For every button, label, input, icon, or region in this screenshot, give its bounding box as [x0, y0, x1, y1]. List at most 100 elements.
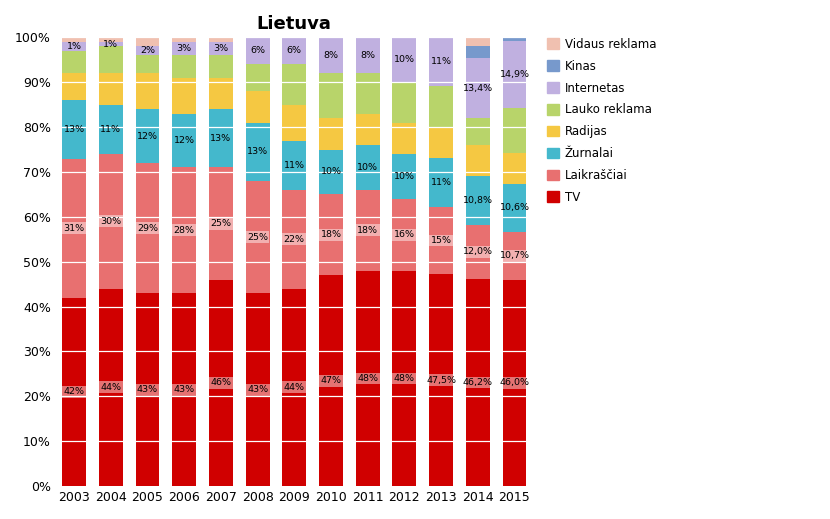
Text: 6%: 6% [250, 46, 265, 56]
Bar [429, 158, 453, 207]
Bar [356, 37, 379, 73]
Bar [246, 181, 270, 293]
Bar [466, 118, 490, 145]
Bar [173, 56, 196, 78]
Text: 44%: 44% [100, 383, 121, 392]
Bar [356, 271, 379, 486]
Bar [209, 109, 232, 168]
Bar [466, 225, 490, 279]
Text: 43%: 43% [173, 385, 195, 394]
Text: 13%: 13% [247, 147, 268, 156]
Bar [173, 42, 196, 56]
Text: 10,8%: 10,8% [463, 196, 493, 205]
Bar [393, 37, 417, 82]
Bar [393, 199, 417, 271]
Bar [319, 37, 343, 73]
Text: 47%: 47% [320, 376, 341, 385]
Text: 8%: 8% [324, 51, 339, 60]
Bar [209, 42, 232, 56]
Bar [246, 37, 270, 64]
Bar [135, 73, 159, 109]
Bar [393, 122, 417, 154]
Text: 10%: 10% [357, 163, 378, 172]
Text: 29%: 29% [137, 224, 158, 233]
Bar [135, 56, 159, 73]
Text: 18%: 18% [320, 230, 341, 239]
Bar [62, 37, 86, 42]
Bar [209, 280, 232, 486]
Bar [282, 141, 306, 190]
Text: 10%: 10% [320, 168, 341, 176]
Bar [99, 42, 123, 46]
Bar [502, 231, 526, 280]
Text: 44%: 44% [284, 383, 305, 392]
Bar [173, 78, 196, 114]
Bar [356, 145, 379, 190]
Bar [173, 168, 196, 293]
Text: 11%: 11% [100, 125, 121, 134]
Text: 1%: 1% [66, 42, 81, 51]
Text: 43%: 43% [247, 385, 268, 394]
Bar [282, 289, 306, 486]
Bar [319, 118, 343, 149]
Text: 46%: 46% [210, 378, 232, 387]
Bar [99, 46, 123, 73]
Bar [62, 100, 86, 158]
Text: 47,5%: 47,5% [426, 376, 456, 385]
Bar [135, 109, 159, 163]
Bar [209, 56, 232, 78]
Bar [135, 46, 159, 56]
Title: Lietuva: Lietuva [256, 15, 332, 33]
Text: 10,7%: 10,7% [500, 251, 530, 260]
Text: 25%: 25% [247, 233, 268, 241]
Bar [502, 280, 526, 486]
Bar [429, 127, 453, 158]
Text: 11%: 11% [431, 178, 452, 187]
Bar [246, 293, 270, 486]
Bar [429, 37, 453, 87]
Bar [319, 149, 343, 195]
Bar [99, 37, 123, 42]
Bar [282, 37, 306, 64]
Bar [466, 58, 490, 118]
Bar [466, 176, 490, 225]
Bar [319, 275, 343, 486]
Bar [282, 64, 306, 105]
Bar [393, 271, 417, 486]
Text: 28%: 28% [173, 226, 195, 235]
Text: 25%: 25% [210, 219, 232, 228]
Text: 6%: 6% [287, 46, 302, 56]
Bar [173, 37, 196, 42]
Bar [246, 91, 270, 122]
Bar [466, 46, 490, 58]
Text: 14,9%: 14,9% [500, 70, 530, 79]
Text: 8%: 8% [360, 51, 375, 60]
Bar [62, 51, 86, 73]
Bar [135, 293, 159, 486]
Bar [282, 190, 306, 289]
Bar [502, 41, 526, 108]
Bar [173, 114, 196, 168]
Text: 46,2%: 46,2% [463, 378, 493, 387]
Text: 11%: 11% [431, 58, 452, 66]
Text: 12,0%: 12,0% [463, 248, 493, 256]
Text: 3%: 3% [213, 44, 228, 53]
Bar [319, 73, 343, 118]
Text: 10%: 10% [394, 56, 415, 64]
Bar [99, 154, 123, 289]
Bar [282, 105, 306, 141]
Legend: Vidaus reklama, Kinas, Internetas, Lauko reklama, Radijas, Žurnalai, Laikraščiai: Vidaus reklama, Kinas, Internetas, Lauko… [544, 34, 660, 207]
Bar [502, 37, 526, 41]
Text: 1%: 1% [103, 39, 119, 49]
Bar [319, 195, 343, 275]
Bar [393, 82, 417, 122]
Bar [135, 163, 159, 293]
Bar [466, 279, 490, 486]
Text: 2%: 2% [140, 46, 155, 56]
Bar [62, 73, 86, 100]
Bar [502, 184, 526, 231]
Bar [466, 145, 490, 176]
Bar [393, 154, 417, 199]
Bar [62, 158, 86, 297]
Text: 10%: 10% [394, 172, 415, 181]
